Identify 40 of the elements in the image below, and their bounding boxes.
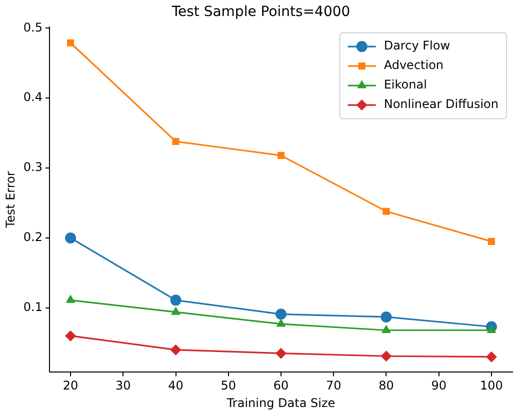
y-axis-title: Test Error (3, 171, 18, 229)
y-tick-label: 0.3 (23, 160, 42, 174)
x-tick-label: 40 (168, 378, 184, 393)
x-tick-label: 90 (431, 378, 446, 393)
point (65, 232, 76, 244)
x-tick-label: 70 (326, 378, 342, 393)
y-tick-label: 0.2 (23, 230, 42, 244)
y-tick-label: 0.5 (23, 20, 42, 34)
y-tick-label: 0.1 (23, 300, 42, 314)
x-tick-label: 100 (480, 378, 503, 393)
point (66, 294, 76, 303)
point (486, 351, 497, 362)
point (486, 324, 496, 333)
point (170, 294, 182, 306)
point (380, 350, 392, 362)
point (170, 344, 182, 356)
point (172, 138, 180, 146)
x-tick-label: 20 (62, 378, 78, 393)
x-tick-label: 60 (273, 378, 289, 393)
point (275, 348, 286, 359)
point (275, 308, 286, 320)
x-tick-label: 80 (378, 378, 394, 393)
legend-label: Darcy Flow (384, 38, 450, 53)
point (276, 318, 286, 327)
point (277, 152, 285, 159)
legend-label: Advection (384, 58, 444, 72)
point (488, 238, 495, 245)
x-tick-label: 50 (220, 378, 236, 393)
legend-label: Eikonal (384, 78, 427, 92)
y-tick-label: 0.4 (23, 90, 42, 104)
legend-label: Nonlinear Diffusion (384, 97, 499, 112)
point (381, 324, 391, 333)
point (66, 39, 74, 46)
point (380, 311, 392, 322)
point (65, 330, 76, 342)
x-tick-label: 30 (116, 378, 131, 393)
chart-title: Test Sample Points=4000 (170, 4, 350, 20)
point (171, 306, 181, 315)
point (382, 208, 390, 215)
x-axis-title: Training Data Size (226, 396, 336, 410)
